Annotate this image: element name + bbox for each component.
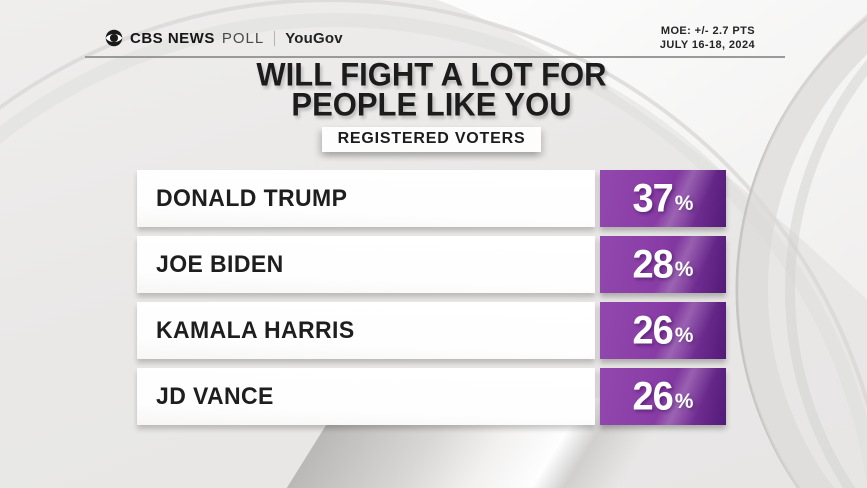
candidate-label-box: KAMALA HARRIS xyxy=(137,302,595,359)
brand-divider xyxy=(274,30,276,46)
percent-sign: % xyxy=(674,192,694,215)
percent-sign: % xyxy=(674,324,694,347)
table-row: KAMALA HARRIS 26 % xyxy=(137,302,726,359)
title-block: WILL FIGHT A LOT FOR PEOPLE LIKE YOU REG… xyxy=(137,56,726,152)
value-box: 26 % xyxy=(600,368,726,425)
value-number: 28 xyxy=(632,242,674,287)
subtitle-chip: REGISTERED VOTERS xyxy=(321,127,542,152)
table-row: JD VANCE 26 % xyxy=(137,368,726,425)
brand-bar: CBS NEWS POLL YouGov xyxy=(105,28,343,48)
value-box: 26 % xyxy=(600,302,726,359)
value-number: 26 xyxy=(632,374,674,419)
candidate-label-box: JOE BIDEN xyxy=(137,236,595,293)
results-list: DONALD TRUMP 37 % JOE BIDEN 28 % KAMALA … xyxy=(137,170,726,434)
page-title-line1: WILL FIGHT A LOT FOR xyxy=(256,56,607,93)
brand-cbs-news: CBS NEWS xyxy=(130,29,215,47)
poll-meta: MOE: +/- 2.7 PTS JULY 16-18, 2024 xyxy=(660,24,755,52)
table-row: JOE BIDEN 28 % xyxy=(137,236,726,293)
cbs-eye-icon xyxy=(105,29,123,47)
candidate-label-box: DONALD TRUMP xyxy=(137,170,595,227)
header-rule xyxy=(85,56,785,58)
page-title-line2: PEOPLE LIKE YOU xyxy=(291,86,572,123)
value-box: 37 % xyxy=(600,170,726,227)
candidate-name: DONALD TRUMP xyxy=(156,184,348,212)
table-row: DONALD TRUMP 37 % xyxy=(137,170,726,227)
brand-poll: POLL xyxy=(221,29,265,47)
candidate-name: KAMALA HARRIS xyxy=(156,316,355,344)
value-box: 28 % xyxy=(600,236,726,293)
percent-sign: % xyxy=(674,258,694,281)
value-number: 37 xyxy=(632,176,674,221)
candidate-name: JOE BIDEN xyxy=(156,250,284,278)
field-dates: JULY 16-18, 2024 xyxy=(659,39,755,51)
percent-sign: % xyxy=(674,390,694,413)
candidate-name: JD VANCE xyxy=(156,382,274,410)
candidate-label-box: JD VANCE xyxy=(137,368,595,425)
brand-yougov: YouGov xyxy=(285,29,343,47)
margin-of-error: MOE: +/- 2.7 PTS xyxy=(660,25,755,37)
value-number: 26 xyxy=(632,308,674,353)
